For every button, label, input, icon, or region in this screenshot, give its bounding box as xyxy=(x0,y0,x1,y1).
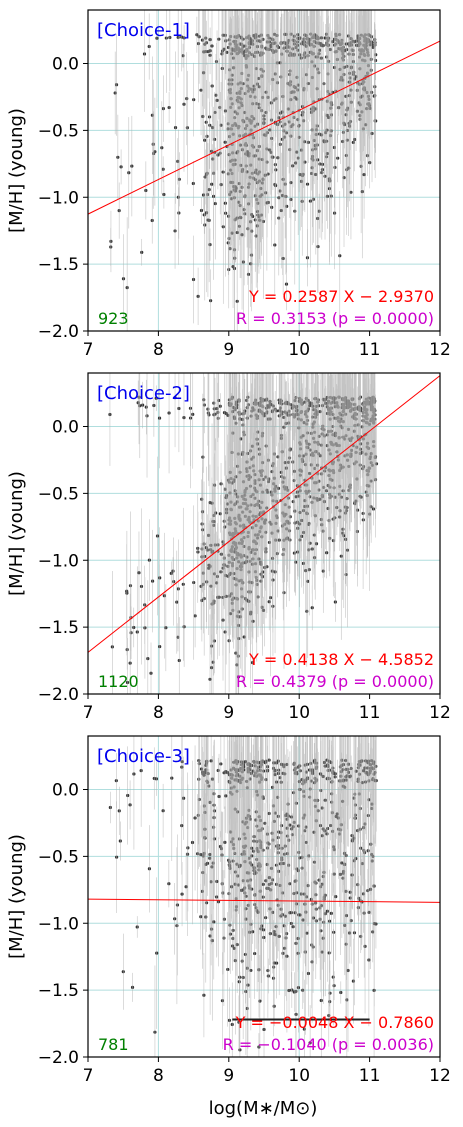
point-count: 1120 xyxy=(98,672,139,691)
y-tick-label: −2.0 xyxy=(38,685,79,705)
correlation-text: R = 0.4379 (p = 0.0000) xyxy=(236,672,434,691)
y-tick-label: −1.0 xyxy=(38,188,79,208)
x-tick-label: 10 xyxy=(288,340,310,360)
x-tick-label: 8 xyxy=(153,703,164,723)
y-axis-label: [M/H] (young) xyxy=(6,108,27,233)
fit-equation: Y = 0.2587 X − 2.9370 xyxy=(248,287,434,306)
y-axis-label: [M/H] (young) xyxy=(6,471,27,596)
panel-label: [Choice-1] xyxy=(97,20,190,41)
fit-equation: Y = 0.4138 X − 4.5852 xyxy=(248,650,434,669)
y-tick-label: −1.5 xyxy=(38,618,79,638)
panel-label: [Choice-2] xyxy=(97,383,190,404)
x-tick-label: 10 xyxy=(288,703,310,723)
correlation-text: R = 0.3153 (p = 0.0000) xyxy=(236,309,434,328)
x-tick-label: 12 xyxy=(429,703,451,723)
y-tick-label: −1.0 xyxy=(38,551,79,571)
y-tick-label: −1.5 xyxy=(38,255,79,275)
x-tick-label: 9 xyxy=(223,703,234,723)
point-count: 923 xyxy=(98,309,129,328)
y-tick-label: 0.0 xyxy=(52,55,79,75)
x-tick-label: 7 xyxy=(83,703,94,723)
x-tick-label: 12 xyxy=(429,340,451,360)
y-tick-label: −2.0 xyxy=(38,322,79,342)
x-tick-label: 9 xyxy=(223,340,234,360)
x-tick-label: 11 xyxy=(359,340,381,360)
x-tick-label: 11 xyxy=(359,703,381,723)
y-tick-label: −0.5 xyxy=(38,121,79,141)
x-tick-label: 8 xyxy=(153,340,164,360)
panel-1: 7 8 9 10 11 12 0.0 −0.5 −1.0 −1.5 −2.0 [M/H] (young… xyxy=(6,0,451,360)
y-tick-label: 0.0 xyxy=(52,418,79,438)
y-tick-label: −0.5 xyxy=(38,484,79,504)
x-tick-label: 7 xyxy=(83,340,94,360)
panel-2: 7 8 9 10 11 12 0.0 −0.5 −1.0 −1.5 −2.0 [M/H] (young… xyxy=(6,315,451,744)
